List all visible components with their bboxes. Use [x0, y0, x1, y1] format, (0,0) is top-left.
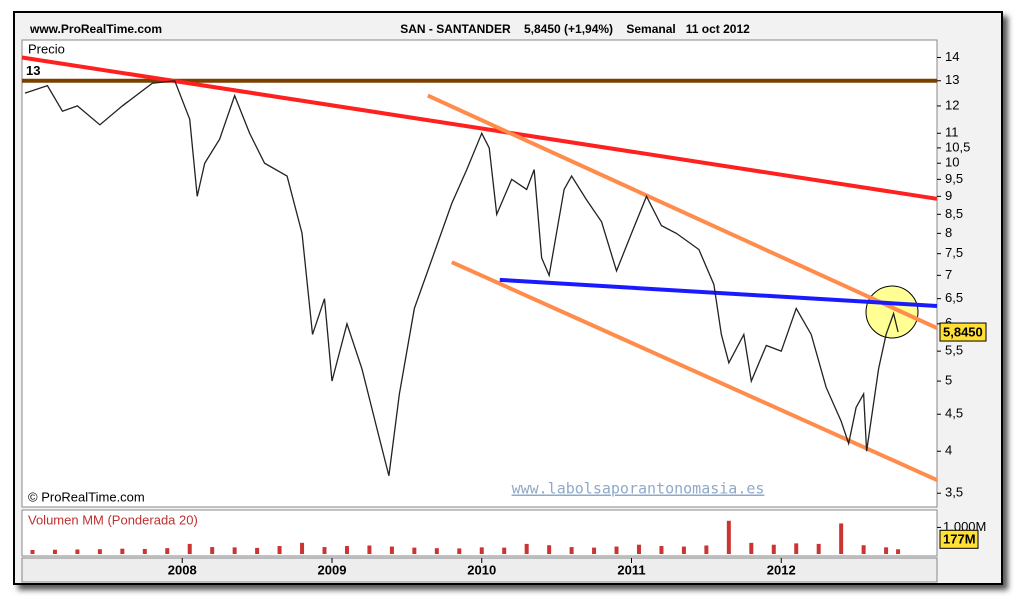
copyright: © ProRealTime.com: [28, 489, 145, 504]
volume-bar: [434, 548, 439, 554]
trend-line: [427, 93, 938, 330]
volume-bar: [142, 548, 147, 554]
trend-line: [499, 277, 938, 308]
volume-bar: [30, 550, 35, 554]
volume-bar: [839, 523, 844, 554]
volume-bar: [367, 545, 372, 554]
volume-panel: [21, 509, 938, 557]
volume-bar: [614, 546, 619, 554]
y-tick-label: 10: [945, 155, 959, 170]
x-tick-label: 2011: [617, 562, 645, 577]
volume-bar: [457, 548, 462, 554]
y-tick-label: 9: [945, 188, 952, 203]
line-label: 13: [26, 63, 40, 78]
volume-bar: [52, 549, 57, 554]
volume-bar: [592, 547, 597, 554]
volume-bar: [794, 543, 799, 554]
volume-bar: [681, 546, 686, 554]
volume-bar: [389, 546, 394, 554]
y-tick-label: 5: [945, 373, 952, 388]
y-tick-label: 4: [945, 443, 952, 458]
volume-bar: [726, 520, 731, 554]
last-value-box: [939, 322, 987, 342]
y-tick-label: 7,5: [945, 245, 963, 260]
volume-bar: [120, 548, 125, 554]
highlight-circle: [865, 285, 919, 339]
last-value-label: 177M: [943, 532, 976, 547]
trend-line: [450, 260, 938, 482]
volume-bar: [97, 549, 102, 554]
y-tick-label: 14: [945, 49, 959, 64]
y-tick-label: 4,5: [945, 406, 963, 421]
volume-bar: [412, 547, 417, 554]
volume-bar: [884, 547, 889, 554]
x-axis-strip: [21, 557, 938, 583]
watermark: www.labolsaporantonomasia.es: [512, 480, 765, 498]
volume-bar: [277, 546, 282, 554]
volume-bar: [896, 549, 901, 554]
x-tick-label: 2008: [168, 562, 197, 577]
volume-bar: [636, 544, 641, 554]
y-tick-label: 8,5: [945, 206, 963, 221]
volume-bar: [300, 542, 305, 554]
y-tick-label: 10,5: [945, 139, 970, 154]
volume-bar: [75, 549, 80, 554]
y-tick-label: 11: [945, 125, 959, 140]
y-tick-label: 8: [945, 225, 952, 240]
volume-bar: [322, 547, 327, 554]
volume-bar: [659, 546, 664, 554]
volume-bar: [232, 547, 237, 554]
chart-title: SAN - SANTANDER 5,8450 (+1,94%) Semanal …: [400, 22, 750, 36]
volume-bar: [210, 547, 215, 554]
volume-bar: [165, 548, 170, 554]
volume-bar: [479, 547, 484, 554]
volume-title: Volumen MM (Ponderada 20): [28, 512, 198, 527]
volume-bar: [749, 542, 754, 554]
y-tick-label: 6,5: [945, 290, 963, 305]
price-line: [24, 80, 899, 476]
y-tick-label: 12: [945, 97, 959, 112]
volume-bar: [344, 546, 349, 554]
source: www.ProRealTime.com: [29, 22, 162, 36]
volume-bar: [547, 545, 552, 554]
volume-bar: [771, 544, 776, 554]
volume-bar: [704, 545, 709, 554]
volume-bar: [255, 547, 260, 554]
volume-bar: [861, 545, 866, 554]
x-tick-label: 2012: [767, 562, 796, 577]
volume-bar: [524, 543, 529, 554]
x-tick-label: 2009: [318, 562, 347, 577]
volume-bar: [502, 547, 507, 554]
last-value-label: 5,8450: [943, 324, 983, 339]
volume-bar: [816, 543, 821, 554]
y-tick-label: 3,5: [945, 485, 963, 500]
last-value-box: [939, 529, 979, 549]
volume-bar: [187, 543, 192, 554]
y-tick-label: 5,5: [945, 343, 963, 358]
y-tick-label: 13: [945, 72, 959, 87]
x-tick-label: 2010: [467, 562, 496, 577]
volume-bar: [569, 547, 574, 554]
y-tick-label: 7: [945, 267, 952, 282]
y-tick-label: 9,5: [945, 171, 963, 186]
y-label: Precio: [28, 41, 65, 56]
